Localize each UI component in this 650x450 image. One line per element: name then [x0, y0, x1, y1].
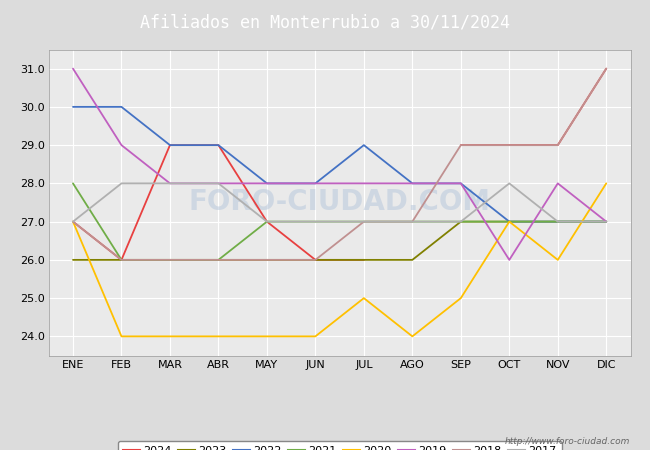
- Text: FORO-CIUDAD.COM: FORO-CIUDAD.COM: [188, 189, 491, 216]
- Text: http://www.foro-ciudad.com: http://www.foro-ciudad.com: [505, 436, 630, 446]
- Legend: 2024, 2023, 2022, 2021, 2020, 2019, 2018, 2017: 2024, 2023, 2022, 2021, 2020, 2019, 2018…: [118, 441, 562, 450]
- Text: Afiliados en Monterrubio a 30/11/2024: Afiliados en Monterrubio a 30/11/2024: [140, 14, 510, 32]
